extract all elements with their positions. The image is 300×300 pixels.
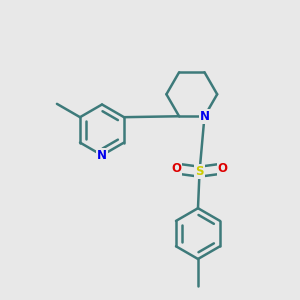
Text: O: O (218, 162, 228, 175)
Text: S: S (195, 165, 204, 178)
Text: N: N (200, 110, 209, 123)
Text: O: O (171, 162, 181, 175)
Text: N: N (97, 149, 107, 162)
